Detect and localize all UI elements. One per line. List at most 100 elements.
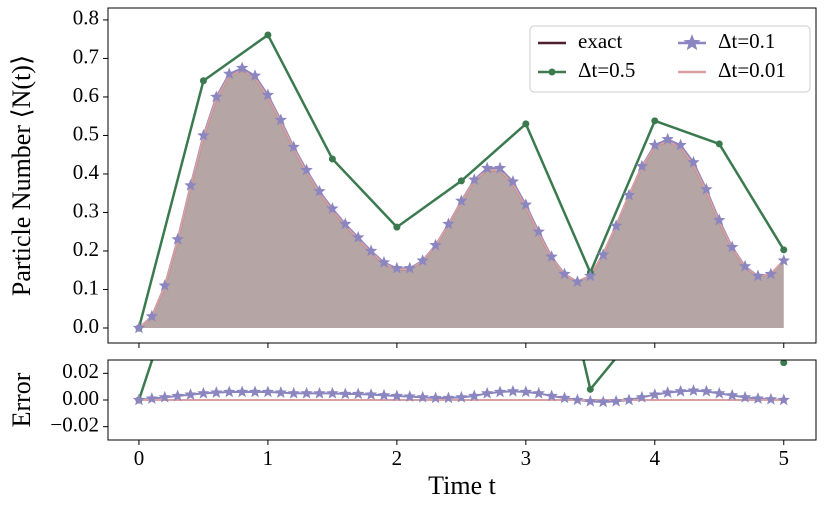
star-point — [700, 182, 713, 195]
star-point — [558, 267, 571, 280]
x-axis-label: Time t — [428, 471, 496, 500]
star-point — [609, 394, 623, 407]
star-point — [132, 321, 146, 334]
x-tick-label: 1 — [263, 446, 274, 470]
point — [716, 126, 723, 133]
point — [264, 31, 272, 39]
star-point — [339, 387, 352, 400]
star-point — [545, 389, 558, 402]
star-point — [184, 179, 197, 191]
star-point — [545, 250, 558, 263]
x-tick-label: 0 — [134, 446, 145, 470]
plot-area — [132, 31, 790, 334]
star-point — [287, 140, 300, 153]
star-point — [635, 390, 649, 403]
star-point — [725, 388, 739, 401]
point — [393, 250, 400, 257]
y-tick-label: 0.7 — [73, 44, 99, 68]
star-point — [777, 254, 790, 266]
star-point — [738, 259, 752, 272]
point — [393, 223, 401, 231]
star-point — [287, 386, 300, 399]
star-point — [506, 384, 520, 397]
star-point — [197, 386, 210, 399]
star-point — [416, 254, 429, 266]
star-point — [609, 219, 623, 232]
star-point — [390, 389, 404, 402]
point — [586, 385, 594, 393]
star-point — [751, 392, 765, 404]
y-tick-label: 0.02 — [62, 359, 99, 383]
star-point — [455, 194, 468, 207]
legend-label: Δt=0.01 — [718, 58, 786, 82]
star-point — [223, 67, 236, 80]
star-point — [158, 390, 171, 403]
x-tick-label: 3 — [521, 446, 532, 470]
y-tick-label: −0.02 — [50, 412, 99, 436]
x-tick-label: 4 — [650, 446, 661, 470]
star-point — [777, 393, 790, 406]
star-point — [468, 389, 481, 402]
legend-label: exact — [578, 29, 622, 53]
point — [457, 177, 465, 185]
star-point — [364, 244, 378, 257]
y-tick-label: 0.1 — [73, 275, 99, 299]
point — [199, 77, 207, 85]
star-point — [648, 388, 661, 400]
star-point — [700, 384, 713, 397]
plot-area — [132, 109, 790, 408]
star-point — [403, 261, 416, 274]
y-tick-label: 0.6 — [73, 83, 99, 107]
star-point — [339, 217, 352, 230]
star-point — [300, 386, 313, 399]
star-point — [519, 198, 533, 211]
star-point — [480, 386, 494, 399]
star-point — [532, 386, 545, 399]
star-point — [145, 392, 159, 404]
point — [522, 120, 530, 128]
y-tick-label: 0.0 — [73, 314, 99, 338]
star-point — [713, 386, 726, 399]
legend-box — [529, 25, 811, 93]
star-point — [584, 394, 597, 407]
y-tick-label: 0.4 — [73, 160, 100, 184]
star-point — [377, 388, 391, 401]
y-tick-label: 0.8 — [73, 6, 99, 30]
star-point — [571, 393, 584, 406]
star-point — [661, 386, 674, 398]
star-point — [184, 388, 197, 400]
star-point — [687, 384, 700, 396]
star-point — [235, 385, 249, 398]
star-point — [597, 248, 610, 261]
star-point — [300, 163, 313, 176]
star-point — [674, 138, 687, 151]
star-point — [223, 385, 236, 398]
star-point — [429, 238, 442, 251]
star-point — [738, 390, 752, 403]
star-point — [661, 132, 674, 145]
point — [780, 360, 788, 367]
star-point — [235, 61, 249, 74]
star-point — [442, 391, 455, 404]
star-point — [558, 391, 571, 404]
star-point — [648, 138, 661, 151]
star-point — [506, 175, 520, 187]
star-point — [210, 386, 223, 398]
star-point — [480, 161, 494, 174]
star-point — [326, 202, 339, 214]
star-point — [429, 391, 442, 404]
point — [522, 109, 529, 116]
star-point — [210, 90, 223, 103]
star-point — [519, 385, 533, 398]
star-point — [171, 389, 184, 402]
star-point — [584, 269, 597, 282]
star-point — [532, 225, 545, 237]
legend: exact Δt=0.5 Δt=0.1 Δt=0.01 — [529, 25, 811, 93]
star-point — [313, 184, 326, 197]
legend-label: Δt=0.5 — [578, 58, 635, 82]
legend-marker — [683, 34, 701, 51]
star-point — [364, 388, 378, 400]
star-point — [442, 217, 455, 230]
y-tick-label: 0.3 — [73, 198, 99, 222]
